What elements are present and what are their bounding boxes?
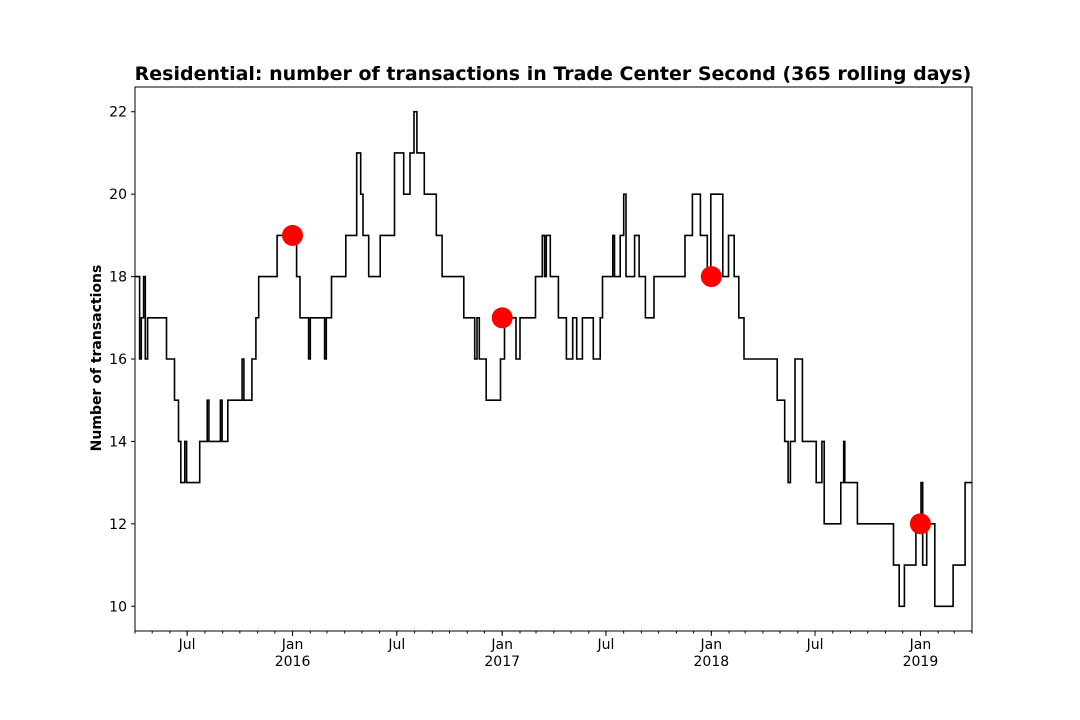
y-axis-label: Number of transactions: [89, 265, 105, 452]
marker-point-3: [909, 513, 931, 535]
series-line-0: [135, 110, 972, 608]
y-tick-label-4: 18: [109, 270, 127, 286]
x-year-label-3: 2017: [484, 654, 520, 670]
x-tick-label-4: Jul: [596, 637, 614, 653]
x-tick-label-2: Jul: [387, 637, 405, 653]
y-tick-label-0: 10: [109, 599, 127, 615]
marker-layer: [282, 224, 931, 535]
x-tick-label-7: Jan: [909, 637, 932, 653]
x-tick-label-0: Jul: [178, 637, 196, 653]
x-year-label-1: 2016: [275, 654, 311, 670]
series-layer: [135, 110, 972, 608]
x-tick-label-5: Jan: [700, 637, 723, 653]
y-tick-label-2: 14: [109, 434, 127, 450]
y-tick-label-3: 16: [109, 352, 127, 368]
x-tick-label-6: Jul: [806, 637, 824, 653]
marker-point-1: [491, 307, 513, 329]
plot-area: [134, 86, 973, 632]
y-tick-label-1: 12: [109, 517, 127, 533]
y-tick-label-6: 22: [109, 105, 127, 121]
y-axis: 10 12 14 16 18 20 22: [109, 105, 135, 615]
x-tick-label-1: Jan: [281, 637, 304, 653]
x-year-label-7: 2019: [903, 654, 939, 670]
y-tick-label-5: 20: [109, 187, 127, 203]
x-tick-label-3: Jan: [490, 637, 513, 653]
chart-title: Residential: number of transactions in T…: [135, 63, 972, 85]
marker-point-2: [700, 266, 722, 288]
x-year-label-5: 2018: [694, 654, 730, 670]
marker-point-0: [282, 224, 303, 246]
plot-frame: [134, 86, 973, 632]
